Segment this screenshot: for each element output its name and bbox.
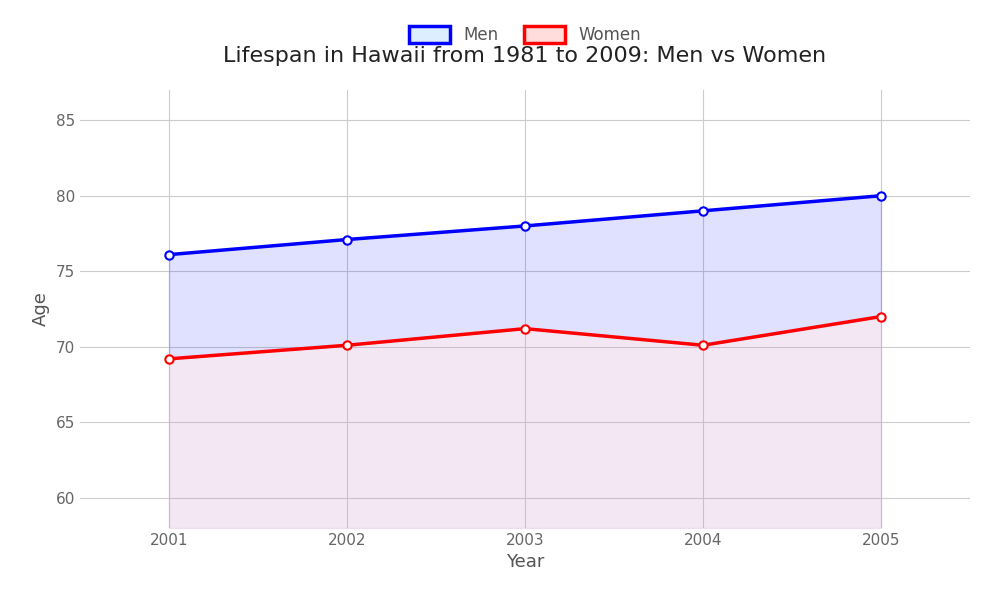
Line: Men: Men: [165, 191, 885, 259]
Y-axis label: Age: Age: [32, 292, 50, 326]
Title: Lifespan in Hawaii from 1981 to 2009: Men vs Women: Lifespan in Hawaii from 1981 to 2009: Me…: [223, 46, 827, 66]
Women: [341, 341, 353, 349]
Women: [519, 325, 531, 332]
Women: [163, 355, 175, 362]
Men: [875, 192, 887, 199]
Legend: Men, Women: Men, Women: [402, 19, 648, 51]
Women: [697, 341, 709, 349]
Line: Women: Women: [165, 313, 885, 363]
Men: [697, 207, 709, 214]
Men: [519, 223, 531, 230]
Men: [163, 251, 175, 258]
X-axis label: Year: Year: [506, 553, 544, 571]
Women: [875, 313, 887, 320]
Men: [341, 236, 353, 243]
